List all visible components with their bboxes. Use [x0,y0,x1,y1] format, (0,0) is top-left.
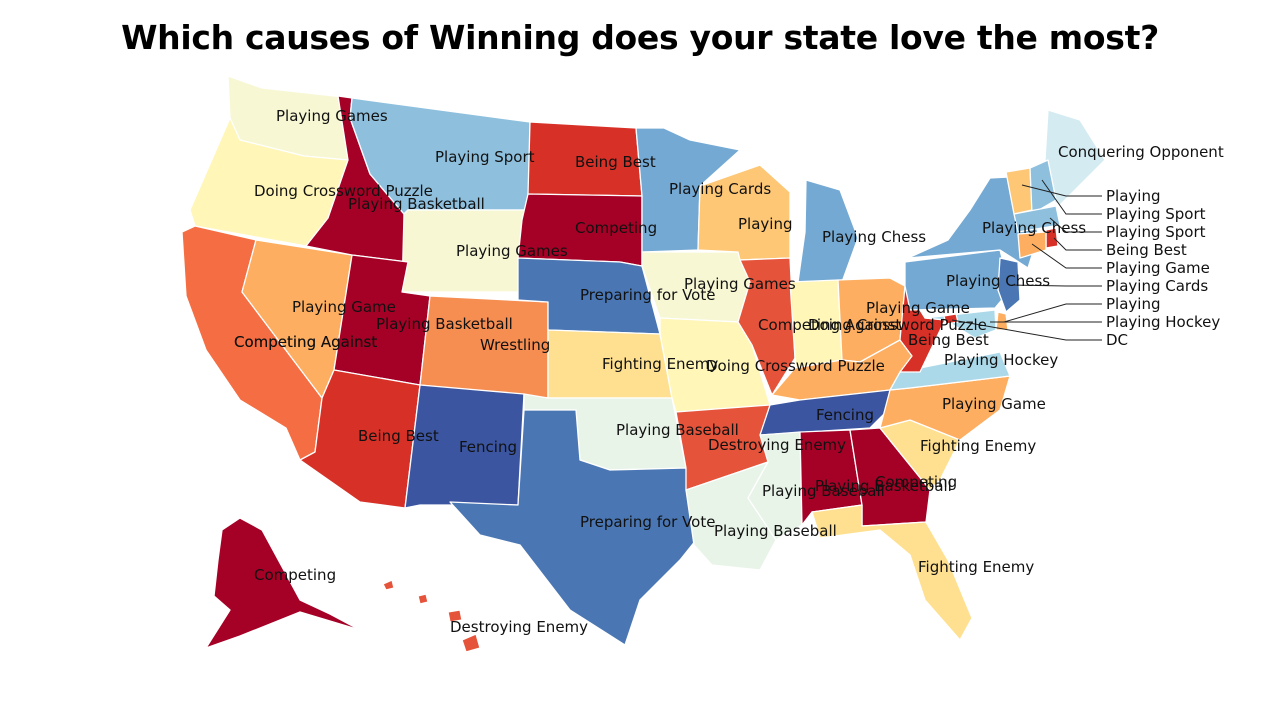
state-label-ks: Wrestling [480,336,550,354]
state-label-mo: Fighting Enemy [602,355,718,373]
state-label-vt: Playing [1106,187,1160,205]
state-label-de: Playing [1106,295,1160,313]
state-label-ok: Playing Baseball [616,421,739,439]
map-title: Which causes of Winning does your state … [121,18,1159,57]
state-label-co: Playing Basketball [376,315,513,333]
state-label-id: Playing Basketball [348,195,485,213]
state-label-ut: Playing Game [292,298,396,316]
state-label-tn: Fencing [816,406,874,424]
leader-line-vt [1021,184,1102,197]
state-label-wv: Being Best [908,331,989,349]
state-ak [205,517,361,649]
state-label-tx: Preparing for Vote [580,513,715,531]
state-ma [1013,205,1061,233]
state-label-in: Doing Crossword Puzzle [808,316,987,334]
state-label-ga: Competing [875,473,957,491]
state-label-la: Playing Baseball [714,522,837,540]
state-md [924,309,997,339]
state-label-hi: Destroying Enemy [450,618,588,636]
leader-line-dc [951,319,1102,341]
leader-line-nh [1041,179,1102,215]
state-label-ms: Playing Baseball [762,482,885,500]
leader-line-ri [1053,237,1102,251]
state-label-sd: Competing [575,219,657,237]
state-label-nh: Playing Sport [1106,205,1206,223]
state-label-ak: Competing [254,566,336,584]
state-label-dc: DC [1106,331,1128,349]
state-label-wy: Playing Games [456,242,568,260]
state-tx [449,409,697,646]
state-shapes [181,75,1106,653]
state-label-ar: Destroying Enemy [708,436,846,454]
state-label-mi: Playing Chess [822,228,926,246]
state-wy [401,209,531,293]
state-ct [1017,231,1047,259]
state-label-ri: Being Best [1106,241,1187,259]
state-va [889,351,1011,391]
state-label-wa: Playing Games [276,107,388,125]
state-dc [943,313,959,325]
state-label-nv: Competing Against [234,333,377,351]
state-label-nd: Being Best [575,153,656,171]
state-label-ct: Playing Game [1106,259,1210,277]
state-label-me: Conquering Opponent [1058,143,1224,161]
state-hi [382,579,481,653]
state-label-ma: Playing Sport [1106,223,1206,241]
state-label-mt: Playing Sport [435,148,535,166]
state-label-ca: Competing Against [234,333,377,351]
state-nj [997,257,1021,313]
state-label-wi: Playing [738,215,792,233]
state-label-md: Playing Hockey [1106,313,1220,331]
state-label-mn: Playing Cards [669,180,771,198]
leader-lines [951,179,1102,341]
state-fl [811,504,973,641]
leader-line-de [1003,303,1102,323]
state-label-ne: Preparing for Vote [580,286,715,304]
leader-line-ma [1049,217,1102,233]
state-label-va: Playing Hockey [944,351,1058,369]
state-label-fl: Fighting Enemy [918,558,1034,576]
state-label-nj: Playing Cards [1106,277,1208,295]
leader-line-ct [1031,243,1102,269]
state-label-or: Doing Crossword Puzzle [254,182,433,200]
state-label-nc: Playing Game [942,395,1046,413]
state-label-al: Playing Basketball [815,477,952,495]
state-label-ky: Doing Crossword Puzzle [706,357,885,375]
state-label-az: Being Best [358,427,439,445]
state-label-sc: Fighting Enemy [920,437,1036,455]
state-il [737,257,796,396]
state-label-pa: Playing Chess [946,272,1050,290]
leader-line-nj [1011,284,1102,287]
state-label-il: Competing Against [758,316,901,334]
state-label-oh: Playing Game [866,299,970,317]
state-label-ny: Playing Chess [982,219,1086,237]
state-label-ia: Playing Games [684,275,796,293]
state-label-nm: Fencing [459,438,517,456]
